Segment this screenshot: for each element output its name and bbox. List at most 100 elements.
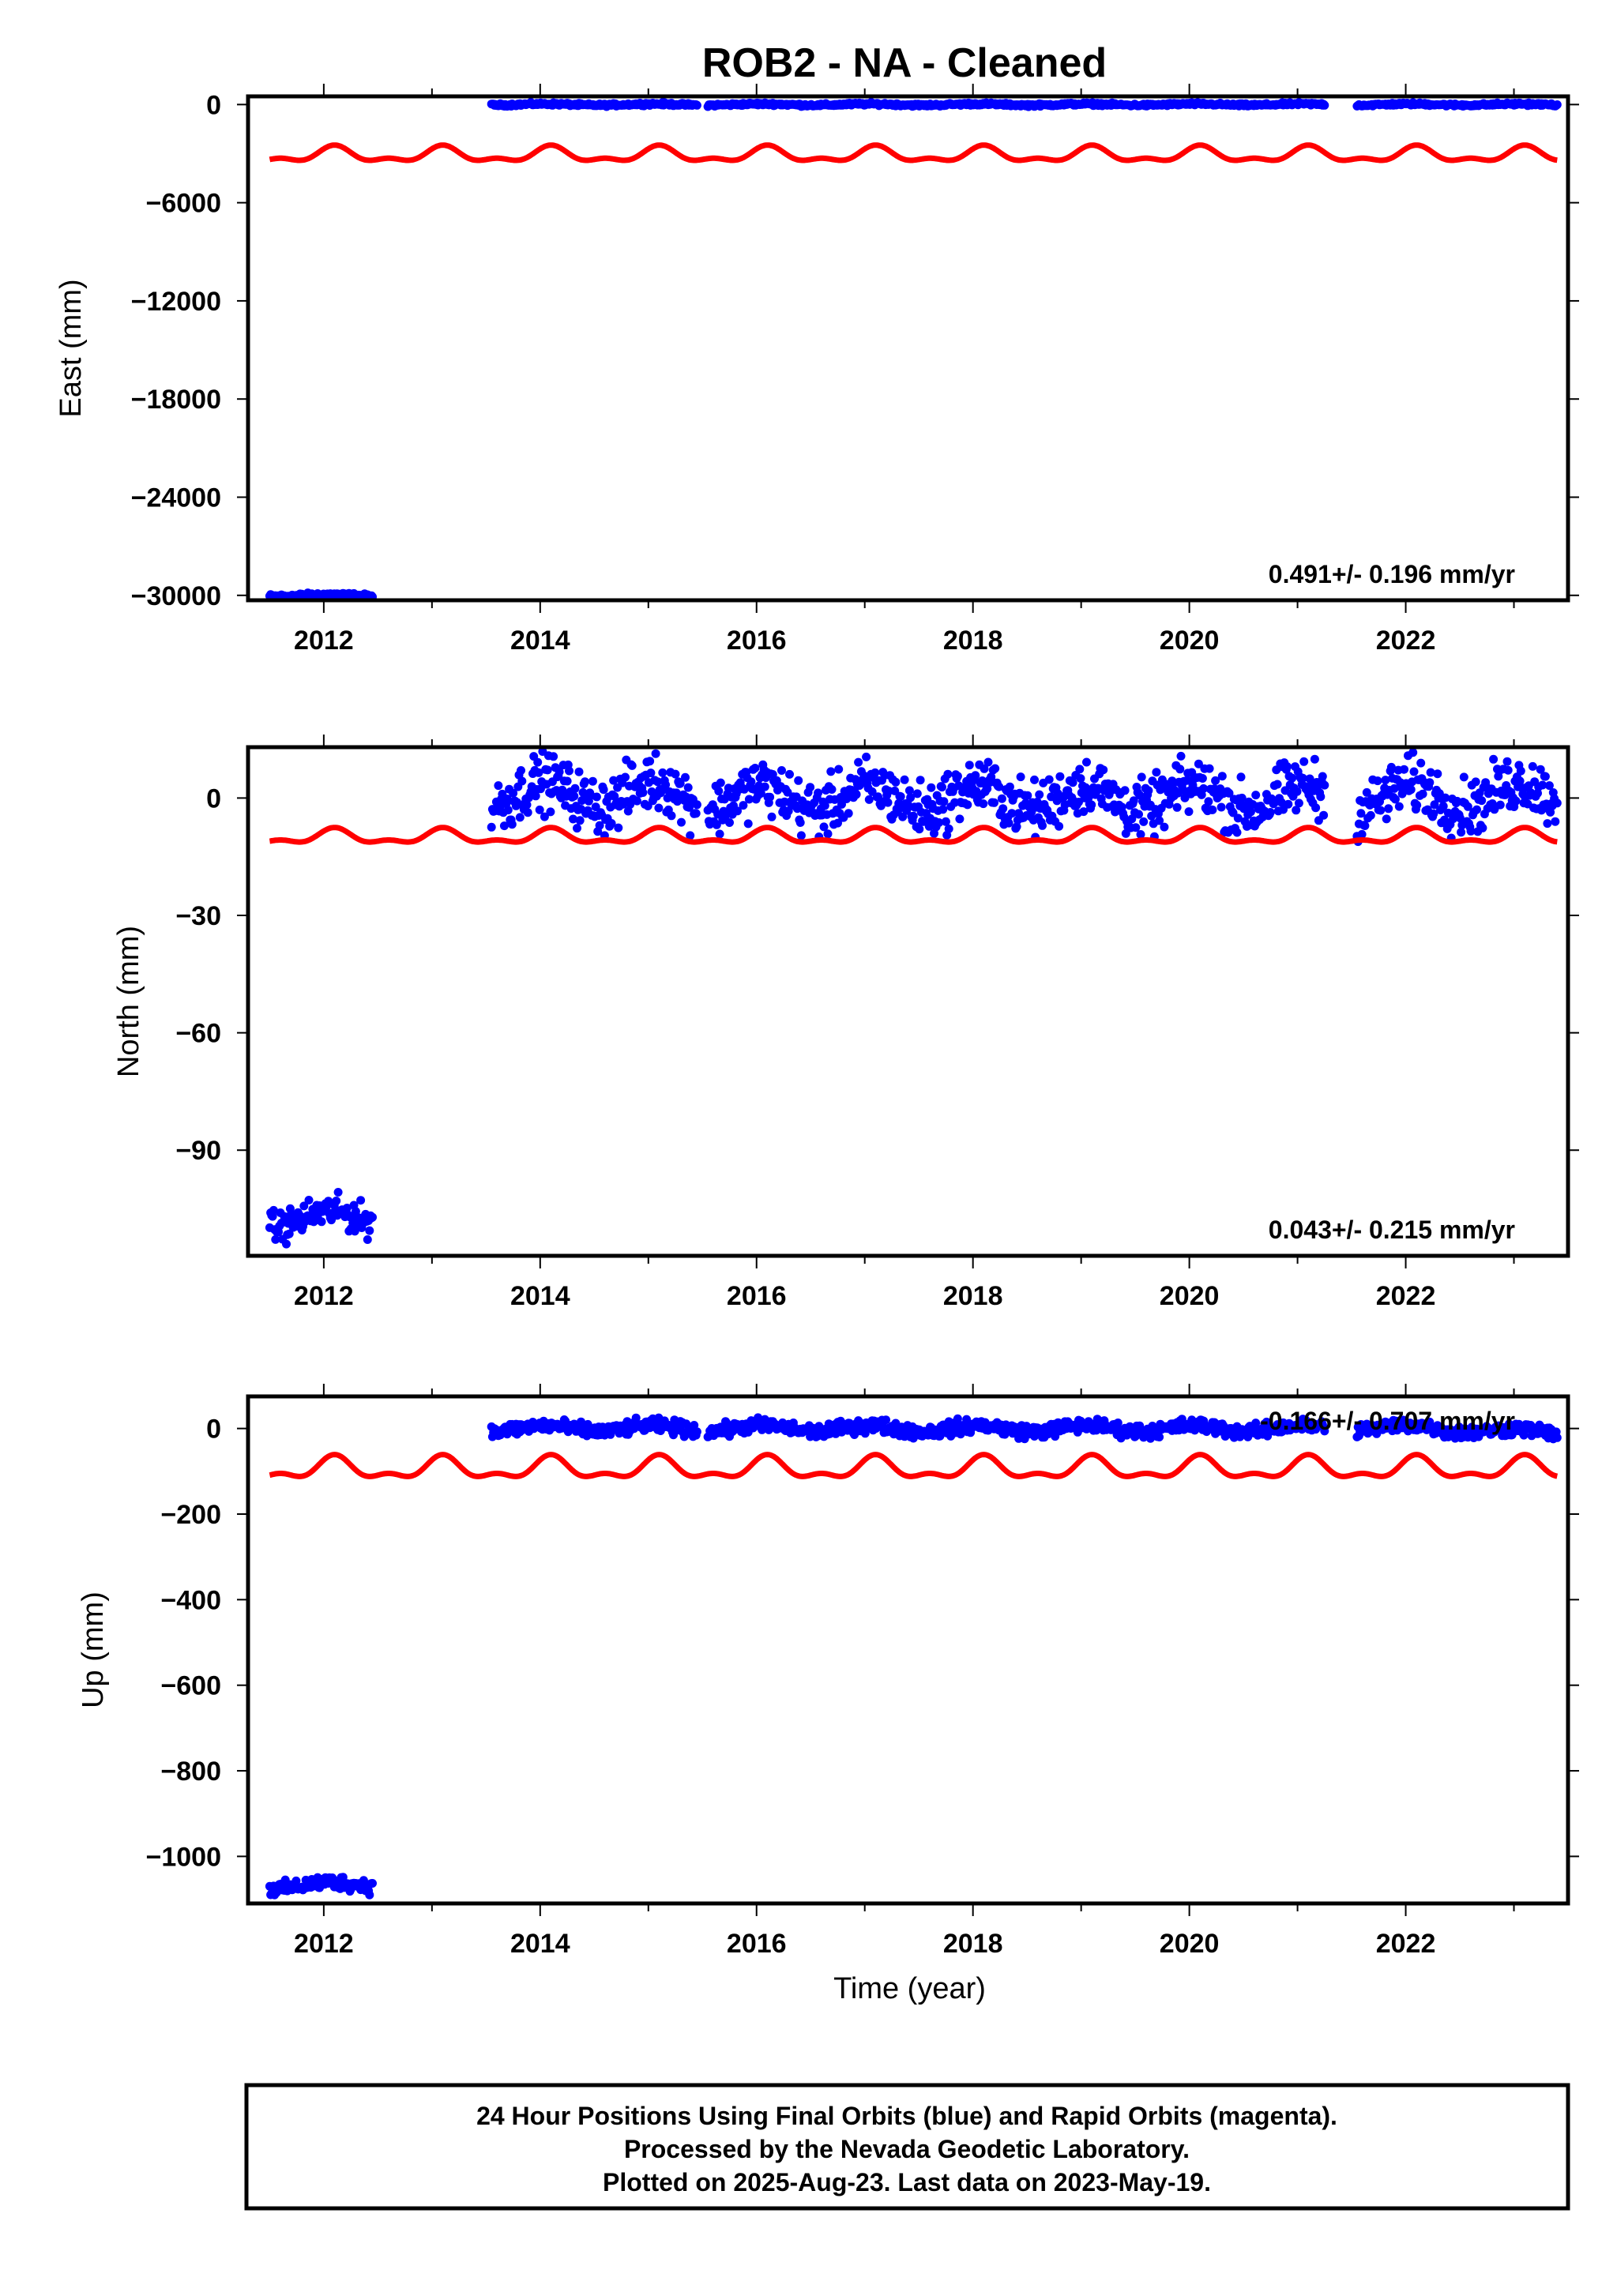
data-point [1292, 806, 1301, 815]
data-point [1433, 769, 1442, 779]
data-point [502, 795, 512, 803]
data-point [874, 792, 882, 802]
y-tick-label: −200 [160, 1500, 221, 1530]
data-point [1288, 773, 1297, 783]
data-point [531, 791, 540, 801]
data-point [882, 1415, 890, 1425]
data-point [363, 1235, 372, 1244]
data-point [623, 806, 633, 816]
data-point [1246, 807, 1255, 817]
data-point [1038, 821, 1047, 830]
data-point [631, 1413, 641, 1422]
data-point [750, 764, 760, 772]
data-point [1236, 772, 1246, 782]
data-point [1005, 782, 1014, 791]
blue-segment-2 [703, 751, 1329, 842]
data-point [368, 1879, 377, 1888]
data-point [645, 757, 655, 766]
rate-annotation: -0.166+/- 0.707 mm/yr [1260, 1407, 1515, 1435]
data-point [333, 1188, 343, 1197]
data-point [533, 757, 543, 767]
data-point [499, 821, 509, 831]
data-point [944, 824, 953, 833]
blue-segment-3 [1352, 98, 1562, 111]
data-point [1265, 808, 1275, 817]
blue-segment-3 [1352, 1415, 1562, 1444]
x-tick-label: 2012 [294, 626, 354, 656]
y-tick-label: 0 [206, 90, 221, 120]
data-point [983, 784, 992, 794]
x-tick-label: 2018 [943, 1281, 1003, 1311]
data-point [834, 765, 844, 774]
blue-segment-2 [703, 1413, 1329, 1444]
data-point [1472, 805, 1481, 814]
data-point [365, 1226, 374, 1235]
plot-area-up [265, 1413, 1562, 1900]
data-point [904, 786, 914, 795]
x-tick-label: 2014 [510, 626, 570, 656]
data-point [819, 822, 829, 832]
data-point [621, 772, 630, 782]
data-point [906, 793, 916, 802]
data-point [844, 809, 853, 818]
data-point [767, 812, 777, 821]
y-axis-label: North (mm) [112, 926, 145, 1077]
data-point [938, 805, 948, 814]
data-point [317, 1217, 326, 1227]
y-tick-label: −12000 [131, 287, 221, 317]
data-point [756, 788, 765, 798]
data-point [1172, 802, 1182, 812]
data-point [1016, 772, 1025, 782]
data-point [1382, 814, 1391, 824]
data-point [1408, 748, 1418, 757]
data-point [915, 825, 924, 834]
y-tick-label: −1000 [146, 1842, 222, 1872]
y-tick-label: −800 [160, 1757, 221, 1787]
data-point [610, 791, 619, 801]
data-point [1400, 765, 1408, 774]
data-point [768, 770, 777, 779]
panel-up: 2012 2014 2016 2018 2020 2022 0 −200 −400 −600 −80… [77, 1384, 1579, 2005]
data-point [953, 772, 962, 781]
data-point [487, 822, 496, 832]
data-point [1540, 772, 1550, 781]
data-point [1283, 762, 1292, 772]
x-tick-label: 2020 [1160, 1929, 1220, 1959]
data-point [646, 768, 656, 778]
x-tick-label: 2014 [510, 1281, 570, 1311]
data-point [1320, 1426, 1329, 1436]
data-point [1356, 809, 1366, 818]
data-point [955, 814, 965, 824]
data-point [827, 785, 837, 794]
x-tick-label: 2018 [943, 1929, 1003, 1959]
data-point [494, 781, 503, 791]
data-point [1131, 823, 1141, 832]
data-point [1023, 791, 1032, 800]
data-point [522, 800, 532, 810]
data-point [581, 777, 589, 787]
data-point [677, 817, 686, 827]
x-tick-label: 2012 [294, 1929, 354, 1959]
data-point [1137, 772, 1146, 782]
data-point [365, 1890, 374, 1900]
data-point [1376, 806, 1386, 815]
blue-segment-0 [265, 1188, 377, 1249]
x-axis-up: 2012 2014 2016 2018 2020 2022 [294, 1384, 1515, 1959]
x-tick-label: 2022 [1376, 1929, 1436, 1959]
data-point [997, 794, 1006, 803]
blue-segment-2 [703, 98, 1329, 111]
data-point [716, 778, 725, 787]
x-tick-label: 2016 [727, 1281, 787, 1311]
data-point [609, 776, 619, 785]
footer-box: 24 Hour Positions Using Final Orbits (bl… [244, 2083, 1570, 2211]
data-point [1425, 778, 1435, 787]
data-point [299, 1201, 309, 1211]
y-tick-label: −90 [175, 1136, 221, 1166]
data-point [667, 811, 676, 821]
data-point [1205, 764, 1214, 773]
data-point [555, 767, 564, 776]
footer-line-1: 24 Hour Positions Using Final Orbits (bl… [476, 2102, 1337, 2130]
data-point [941, 817, 950, 826]
data-point [1155, 816, 1164, 825]
